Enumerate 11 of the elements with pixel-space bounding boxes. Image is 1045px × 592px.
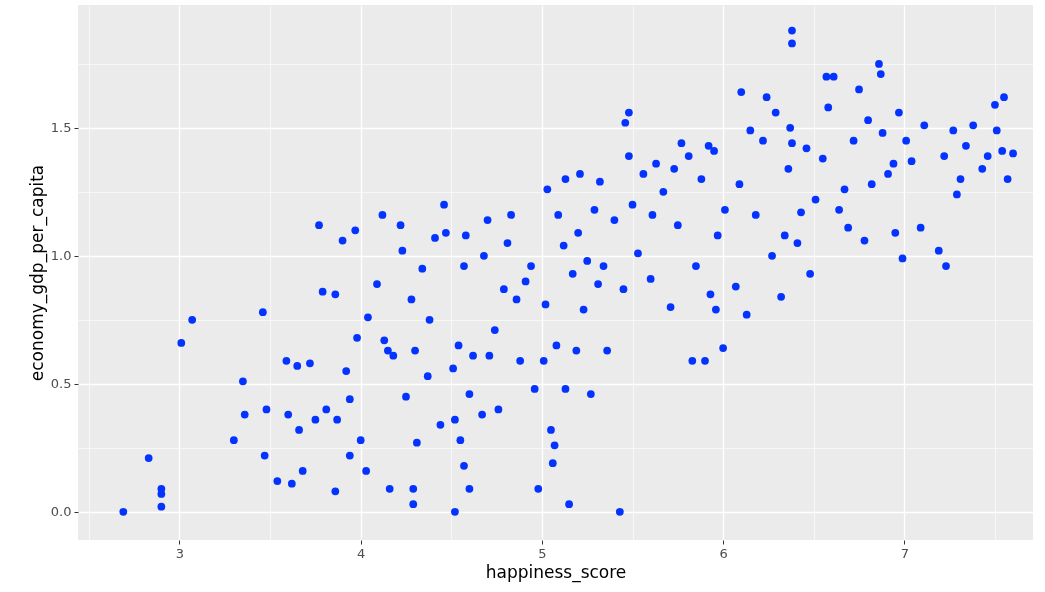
y-tick-label: 1.0 xyxy=(50,248,72,264)
y-tick-label: 1.5 xyxy=(50,120,72,136)
y-tick-label: 0.0 xyxy=(50,504,72,520)
x-axis-title: happiness_score xyxy=(485,561,627,583)
x-tick-label: 3 xyxy=(175,545,185,561)
x-tick-label: 7 xyxy=(900,545,909,561)
x-tick-label: 6 xyxy=(719,545,728,561)
x-tick-label: 4 xyxy=(357,545,366,561)
x-tick-label: 5 xyxy=(538,545,547,561)
y-tick-label: 0.5 xyxy=(50,376,72,392)
y-axis-title: economy_gdp_per_capita xyxy=(26,164,48,382)
